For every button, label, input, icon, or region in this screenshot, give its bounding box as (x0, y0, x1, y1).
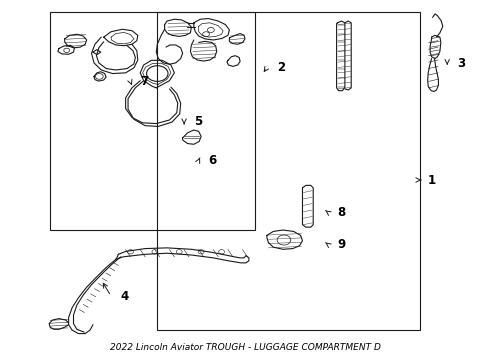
Text: 2: 2 (277, 61, 285, 74)
Text: 9: 9 (338, 238, 346, 251)
Text: 1: 1 (428, 174, 436, 186)
Text: 3: 3 (457, 57, 465, 71)
Bar (50, 12, 255, 230)
Text: 8: 8 (338, 206, 346, 219)
Text: 7: 7 (140, 75, 148, 88)
Bar (157, 12, 420, 330)
Text: 5: 5 (194, 114, 202, 127)
Text: 4: 4 (121, 289, 129, 303)
Text: 6: 6 (208, 154, 217, 167)
Text: 2022 Lincoln Aviator TROUGH - LUGGAGE COMPARTMENT D: 2022 Lincoln Aviator TROUGH - LUGGAGE CO… (110, 343, 380, 352)
